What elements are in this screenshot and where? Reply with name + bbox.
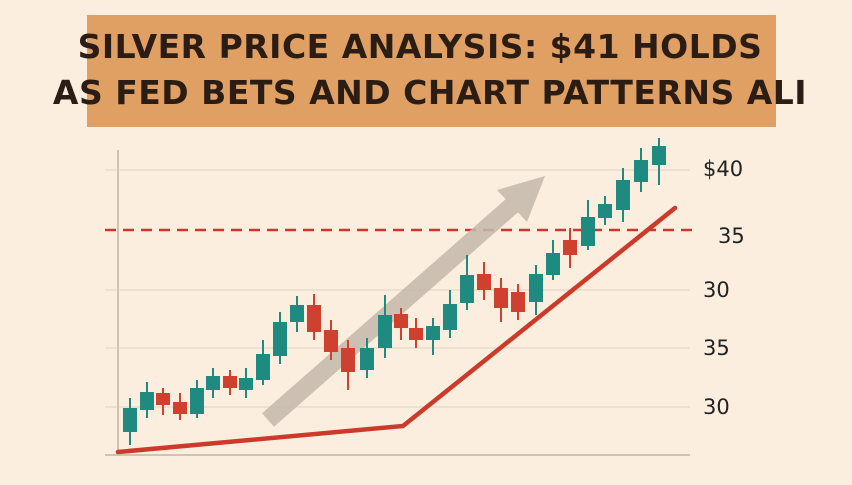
- headline-line: AS FED BETS AND CHART PATTERNS ALI: [53, 73, 807, 112]
- axis-label: 35: [718, 224, 745, 248]
- headline-line: SILVER PRICE ANALYSIS: $41 HOLDS: [78, 27, 763, 66]
- trend-arrow: [262, 176, 545, 427]
- axis-label: 30: [703, 278, 730, 302]
- axis-label: $40: [703, 157, 743, 181]
- axis-label: 30: [703, 395, 730, 419]
- axis-label: 35: [703, 336, 730, 360]
- headline-banner: [87, 15, 776, 127]
- candles: [123, 138, 666, 445]
- support-trendline: [115, 205, 678, 455]
